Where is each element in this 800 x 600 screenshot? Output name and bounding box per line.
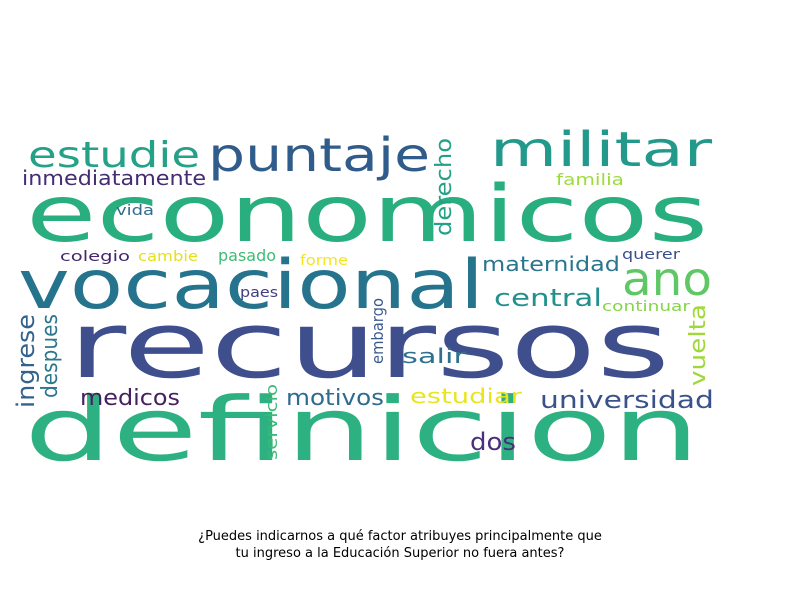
word-embargo: embargo (368, 298, 387, 364)
word-forme: forme (300, 253, 348, 269)
word-ingrese: ingrese (12, 314, 40, 408)
word-estudie: estudie (28, 135, 201, 176)
word-medicos: medicos (80, 386, 180, 411)
word-definicion: definicion (24, 378, 700, 481)
word-querer: querer (622, 247, 680, 263)
word-servicio: servicio (262, 383, 281, 460)
word-vida: vida (116, 203, 154, 219)
caption-line-2: tu ingreso a la Educación Superior no fu… (235, 546, 565, 561)
word-salir: salir (402, 344, 466, 368)
word-inmediatamente: inmediatamente (22, 166, 207, 190)
word-motivos: motivos (286, 386, 384, 411)
word-vuelta: vuelta (686, 304, 711, 386)
word-continuar: continuar (602, 299, 690, 315)
word-universidad: universidad (540, 386, 714, 414)
word-cloud: recursos definicion economicos vocaciona… (12, 122, 714, 481)
word-central: central (494, 284, 602, 312)
word-dos: dos (470, 428, 516, 456)
caption: ¿Puedes indicarnos a qué factor atribuye… (0, 528, 800, 562)
word-pasado: pasado (218, 246, 276, 265)
word-puntaje: puntaje (208, 128, 431, 182)
word-ano: ano (622, 252, 713, 306)
word-vocacional: vocacional (18, 246, 485, 325)
word-estudiar: estudiar (410, 384, 522, 408)
word-paes: paes (240, 285, 279, 301)
word-maternidad: maternidad (482, 252, 620, 276)
word-despues: despues (38, 314, 63, 398)
word-recursos: recursos (68, 292, 671, 399)
word-cambie: cambie (138, 249, 198, 265)
caption-line-1: ¿Puedes indicarnos a qué factor atribuye… (198, 529, 602, 544)
word-economicos: economicos (26, 170, 709, 260)
word-colegio: colegio (60, 249, 131, 265)
word-militar: militar (490, 122, 713, 178)
word-familia: familia (556, 170, 624, 189)
word-derecho: derecho (432, 137, 457, 236)
